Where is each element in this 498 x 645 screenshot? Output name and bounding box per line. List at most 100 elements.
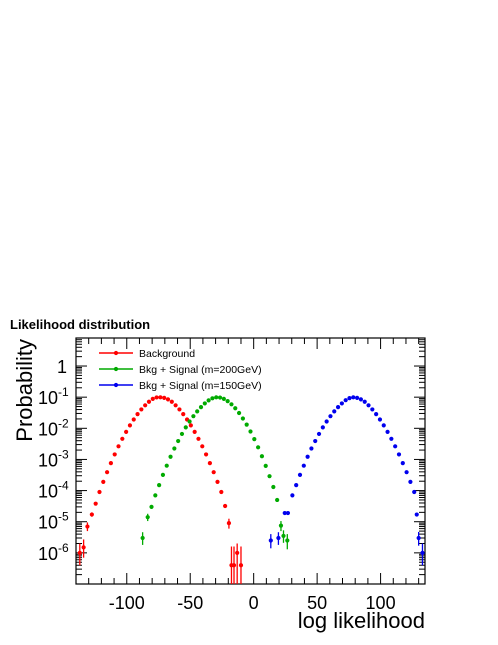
- data-point: [238, 563, 244, 568]
- data-point: [127, 423, 133, 428]
- data-point: [343, 398, 348, 403]
- data-point: [297, 472, 303, 477]
- data-point: [244, 422, 249, 427]
- data-point: [416, 535, 421, 541]
- x-tick-labels: -100 -50 0 50 100: [109, 593, 396, 613]
- data-point: [149, 504, 154, 509]
- data-point: [120, 436, 125, 441]
- data-point: [351, 395, 356, 400]
- data-point: [93, 501, 98, 506]
- data-point: [198, 404, 204, 410]
- data-point: [183, 425, 188, 430]
- y-tick-labels: 1 10-1 10-2 10-3 10-4 10-5 10-6: [38, 357, 69, 564]
- data-point: [332, 409, 337, 414]
- y-tick-label: 10-1: [38, 385, 69, 408]
- data-point: [339, 401, 344, 406]
- data-point: [240, 416, 245, 421]
- data-point: [162, 395, 167, 400]
- y-tick-label: 10-4: [38, 479, 69, 502]
- data-point: [259, 454, 265, 459]
- legend-marker: [113, 350, 119, 356]
- data-point: [143, 403, 148, 408]
- legend: Background Bkg + Signal (m=200GeV) Bkg + S…: [99, 348, 262, 392]
- data-point: [374, 412, 379, 417]
- data-point: [248, 429, 253, 434]
- data-point: [305, 454, 310, 459]
- data-point: [203, 452, 209, 457]
- data-point: [112, 452, 117, 457]
- data-point: [116, 444, 121, 449]
- data-point: [165, 397, 171, 402]
- data-point: [81, 545, 86, 550]
- data-point: [215, 479, 220, 485]
- data-point: [214, 395, 219, 400]
- series-2: [140, 395, 290, 550]
- data-point: [131, 417, 136, 422]
- data-point: [164, 463, 169, 468]
- legend-marker: [113, 366, 119, 372]
- chart-title: Likelihood distribution: [10, 317, 150, 332]
- data-point: [290, 493, 295, 498]
- data-point: [267, 474, 272, 479]
- data-point: [89, 512, 94, 517]
- data-point: [146, 399, 152, 404]
- data-point: [347, 396, 352, 401]
- data-point: [282, 510, 287, 516]
- data-points: [77, 395, 425, 584]
- data-point: [385, 429, 390, 434]
- data-point: [200, 444, 205, 449]
- data-point: [188, 423, 193, 428]
- data-point: [370, 407, 375, 412]
- data-point: [158, 395, 163, 400]
- x-tick-label: -100: [109, 593, 145, 613]
- x-tick-label: 50: [307, 593, 327, 613]
- data-point: [139, 407, 144, 412]
- data-point: [404, 470, 409, 475]
- data-point: [328, 414, 333, 419]
- data-point: [389, 436, 394, 441]
- data-point: [301, 463, 306, 468]
- data-point: [196, 436, 201, 441]
- data-point: [219, 489, 224, 495]
- data-point: [104, 470, 110, 475]
- y-tick-label: 1: [57, 357, 67, 377]
- series-1: [77, 395, 244, 584]
- legend-label: Bkg + Signal (m=200GeV): [139, 364, 262, 376]
- legend-label: Bkg + Signal (m=150GeV): [139, 380, 262, 392]
- data-point: [281, 533, 286, 539]
- data-point: [97, 489, 102, 495]
- data-point: [229, 402, 234, 407]
- data-point: [160, 472, 166, 477]
- data-point: [362, 399, 367, 404]
- x-tick-label: 0: [249, 593, 259, 613]
- data-point: [124, 429, 129, 434]
- data-point: [210, 396, 215, 401]
- data-point: [191, 414, 196, 419]
- data-point: [101, 479, 106, 485]
- data-point: [195, 409, 200, 414]
- data-point: [217, 395, 223, 400]
- y-tick-label: 10-2: [38, 416, 69, 439]
- data-point: [313, 438, 318, 444]
- data-point: [256, 445, 261, 450]
- data-point: [408, 479, 413, 485]
- data-point: [355, 395, 360, 400]
- series-3: [268, 395, 425, 566]
- data-point: [140, 535, 145, 541]
- data-point: [400, 461, 405, 466]
- data-point: [294, 482, 299, 488]
- data-point: [412, 489, 417, 495]
- x-axis-title: log likelihood: [298, 608, 425, 633]
- data-point: [85, 524, 90, 529]
- data-point: [335, 404, 341, 410]
- data-point: [396, 452, 402, 457]
- y-tick-label: 10-3: [38, 447, 69, 470]
- data-point: [233, 406, 238, 411]
- data-point: [154, 395, 159, 400]
- data-point: [221, 396, 226, 401]
- data-point: [236, 410, 242, 416]
- data-point: [145, 515, 150, 520]
- data-point: [168, 454, 173, 459]
- data-point: [420, 550, 425, 555]
- data-point: [172, 446, 177, 451]
